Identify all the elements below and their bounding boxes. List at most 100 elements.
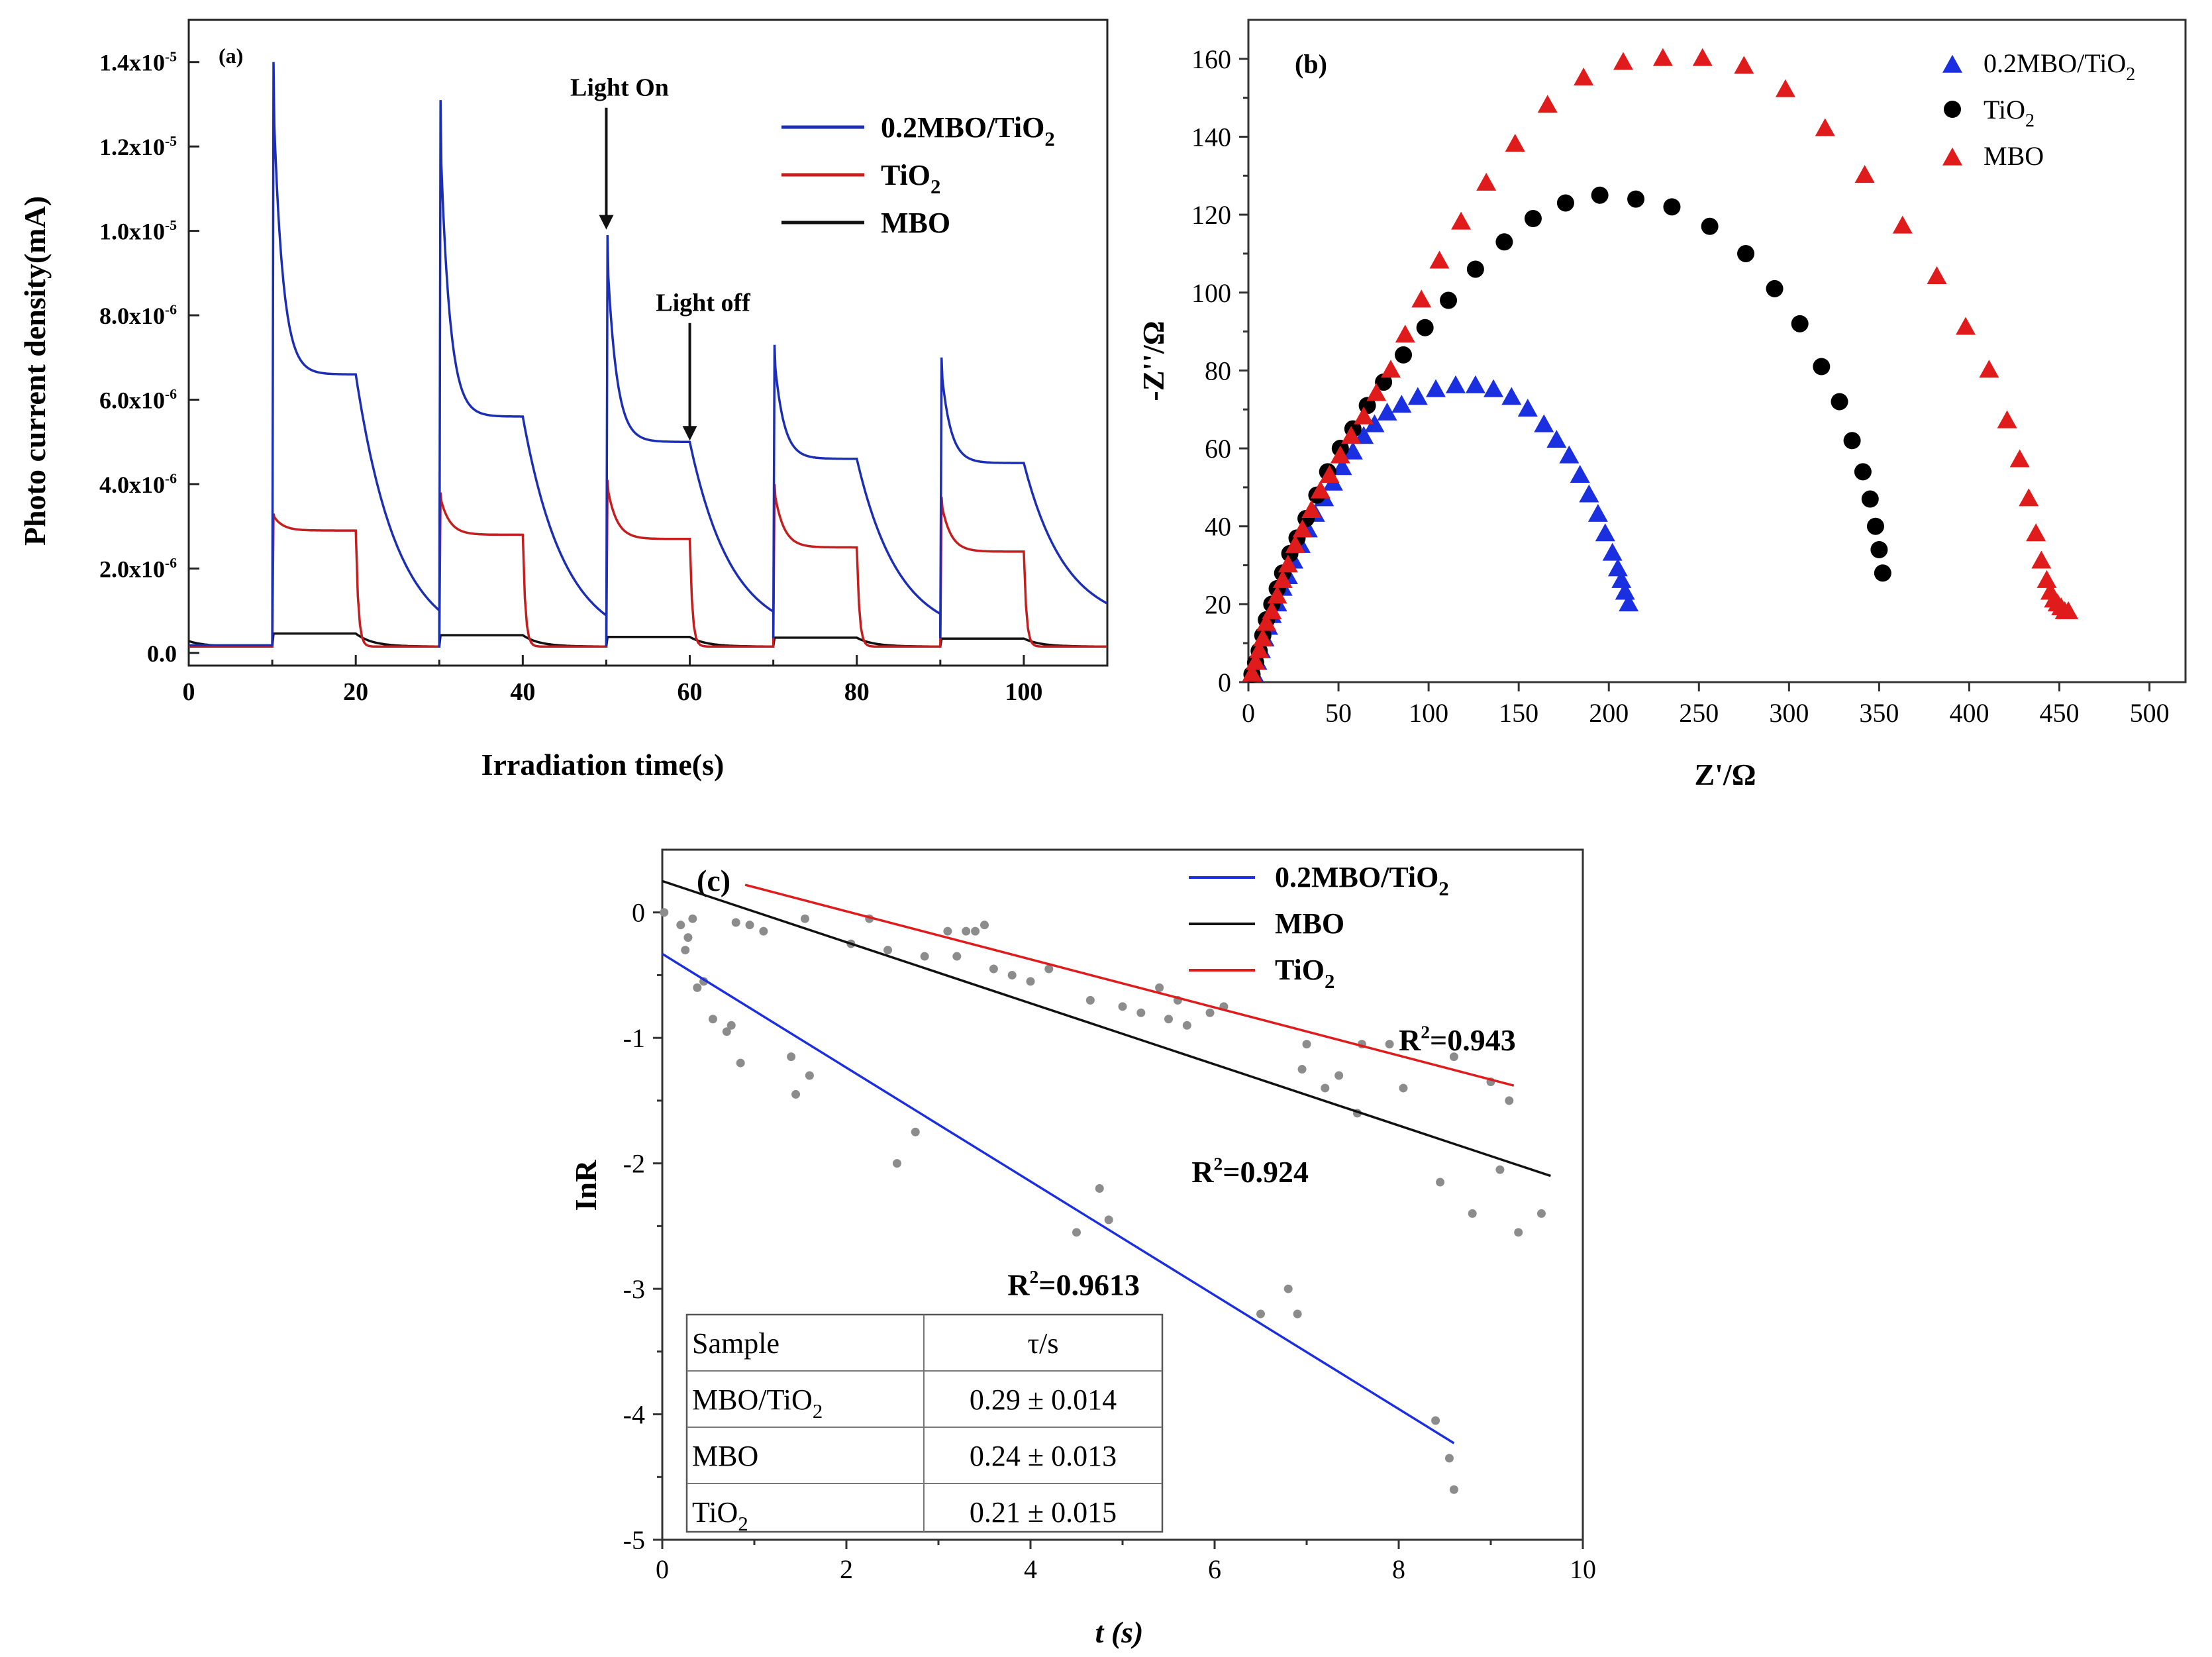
panel-b: (b) Z'/Ω -Z''/Ω 0 50 100 150 200 250 300 350 400… [1136, 19, 2187, 791]
data-point-tio2 [1627, 190, 1645, 208]
data-point-tio2 [1854, 463, 1872, 481]
data-point [1026, 977, 1035, 986]
data-point-mbo [2031, 550, 2052, 569]
data-point-0-2mbo-tio2 [1570, 465, 1590, 483]
data-point [683, 933, 693, 942]
table-header: Sample [692, 1327, 779, 1360]
data-point [1449, 1485, 1458, 1494]
data-point [989, 964, 998, 974]
data-point-0-2mbo-tio2 [1426, 379, 1446, 397]
y-tick-label: 60 [1205, 434, 1231, 464]
data-point-0-2mbo-tio2 [1377, 402, 1397, 421]
data-point-0-2mbo-tio2 [1407, 387, 1428, 405]
x-tick-label: 0 [1242, 698, 1255, 728]
data-point-tio2 [1791, 315, 1809, 332]
data-point-tio2 [1663, 198, 1681, 216]
data-point [1104, 1215, 1113, 1225]
data-point [1118, 1002, 1127, 1011]
data-point-0-2mbo-tio2 [1607, 558, 1628, 577]
data-point [920, 952, 929, 961]
x-tick-label: 10 [1570, 1554, 1596, 1584]
data-point-mbo [1451, 211, 1472, 230]
data-point [1495, 1165, 1505, 1174]
x-tick-label: 0 [656, 1554, 669, 1584]
data-point-mbo [2058, 601, 2079, 619]
table-cell-sample: MBO/TiO2 [692, 1383, 823, 1423]
data-point-mbo [1341, 426, 1362, 444]
data-point-tio2 [1495, 233, 1513, 251]
r2-label: R2=0.924 [1191, 1154, 1309, 1189]
data-point-0-2mbo-tio2 [1354, 426, 1374, 444]
data-point [759, 927, 768, 936]
panel-a-frame [187, 19, 1109, 667]
x-tick-label: 80 [844, 678, 870, 706]
annotation-arrow-head [599, 215, 614, 230]
data-point [681, 946, 690, 955]
y-tick-label: 120 [1191, 200, 1231, 230]
y-tick-label: 2.0x10-6 [99, 555, 177, 582]
data-point-mbo [1692, 48, 1713, 66]
data-point-0-2mbo-tio2 [1445, 375, 1466, 393]
series-line-0-2mbo-tio2 [189, 62, 1107, 648]
data-point [1072, 1228, 1081, 1237]
data-point [892, 1159, 901, 1168]
y-tick-label: 8.0x10-6 [99, 302, 177, 329]
data-point-mbo [1252, 628, 1273, 647]
data-point-mbo [1380, 360, 1401, 378]
data-point-tio2 [1813, 358, 1831, 376]
data-point-mbo [1256, 613, 1277, 631]
x-tick-label: 50 [1325, 698, 1352, 728]
data-point-tio2 [1737, 244, 1755, 262]
data-point-tio2 [1440, 291, 1458, 309]
data-point-mbo [1242, 664, 1262, 682]
series-line-mbo [189, 632, 1107, 648]
data-point-0-2mbo-tio2 [1615, 581, 1635, 600]
data-point-mbo [1979, 360, 1999, 378]
data-point-mbo [1927, 266, 1947, 285]
table-cell-sample: TiO2 [692, 1496, 748, 1535]
y-tick-label: -3 [623, 1274, 645, 1304]
annotation-label: Light off [656, 289, 751, 317]
data-point [745, 921, 754, 930]
data-point-0-2mbo-tio2 [1546, 430, 1567, 448]
table-header: τ/s [1027, 1327, 1058, 1360]
x-tick-label: 0 [183, 678, 195, 706]
data-point [1205, 1008, 1215, 1017]
y-tick-label: 40 [1205, 512, 1231, 542]
table-cell-sample: MBO [692, 1440, 758, 1472]
data-point-mbo [1476, 172, 1497, 191]
legend-label: 0.2MBO/TiO2 [1984, 48, 2135, 85]
data-point-mbo [1272, 570, 1293, 588]
data-point [1536, 1209, 1546, 1218]
x-tick-label: 250 [1679, 698, 1719, 728]
legend-label: TiO2 [881, 159, 940, 198]
data-point-tio2 [1866, 517, 1884, 535]
data-point [1155, 983, 1164, 992]
y-tick-label: 1.2x10-5 [99, 133, 177, 160]
x-tick-label: 20 [343, 678, 368, 706]
data-point [800, 914, 809, 923]
data-point-mbo [1366, 383, 1387, 401]
data-point [791, 1089, 801, 1099]
y-tick-label: 1.0x10-5 [99, 217, 177, 244]
x-tick-label: 8 [1392, 1554, 1405, 1584]
data-point-tio2 [1416, 319, 1434, 336]
y-tick-label: 100 [1191, 278, 1231, 308]
data-point-mbo [1301, 499, 1322, 518]
data-point-mbo [1411, 289, 1432, 308]
data-point-mbo [1505, 134, 1525, 152]
table-cell-value: 0.21 ± 0.015 [970, 1496, 1117, 1529]
data-point [727, 1021, 736, 1030]
fit-line-0-2mbo-tio2 [662, 952, 1455, 1444]
table-cell-value: 0.24 ± 0.013 [970, 1440, 1117, 1472]
data-point [1302, 1040, 1311, 1049]
data-point [1334, 1071, 1344, 1080]
data-point [1293, 1309, 1302, 1319]
data-point-0-2mbo-tio2 [1611, 570, 1632, 588]
data-point-mbo [1278, 554, 1298, 573]
data-point [1468, 1209, 1477, 1218]
data-point-mbo [1775, 79, 1795, 97]
panel-c-ylabel: InR [569, 1160, 603, 1211]
data-point [693, 983, 702, 992]
panel-b-frame [1247, 19, 2187, 683]
